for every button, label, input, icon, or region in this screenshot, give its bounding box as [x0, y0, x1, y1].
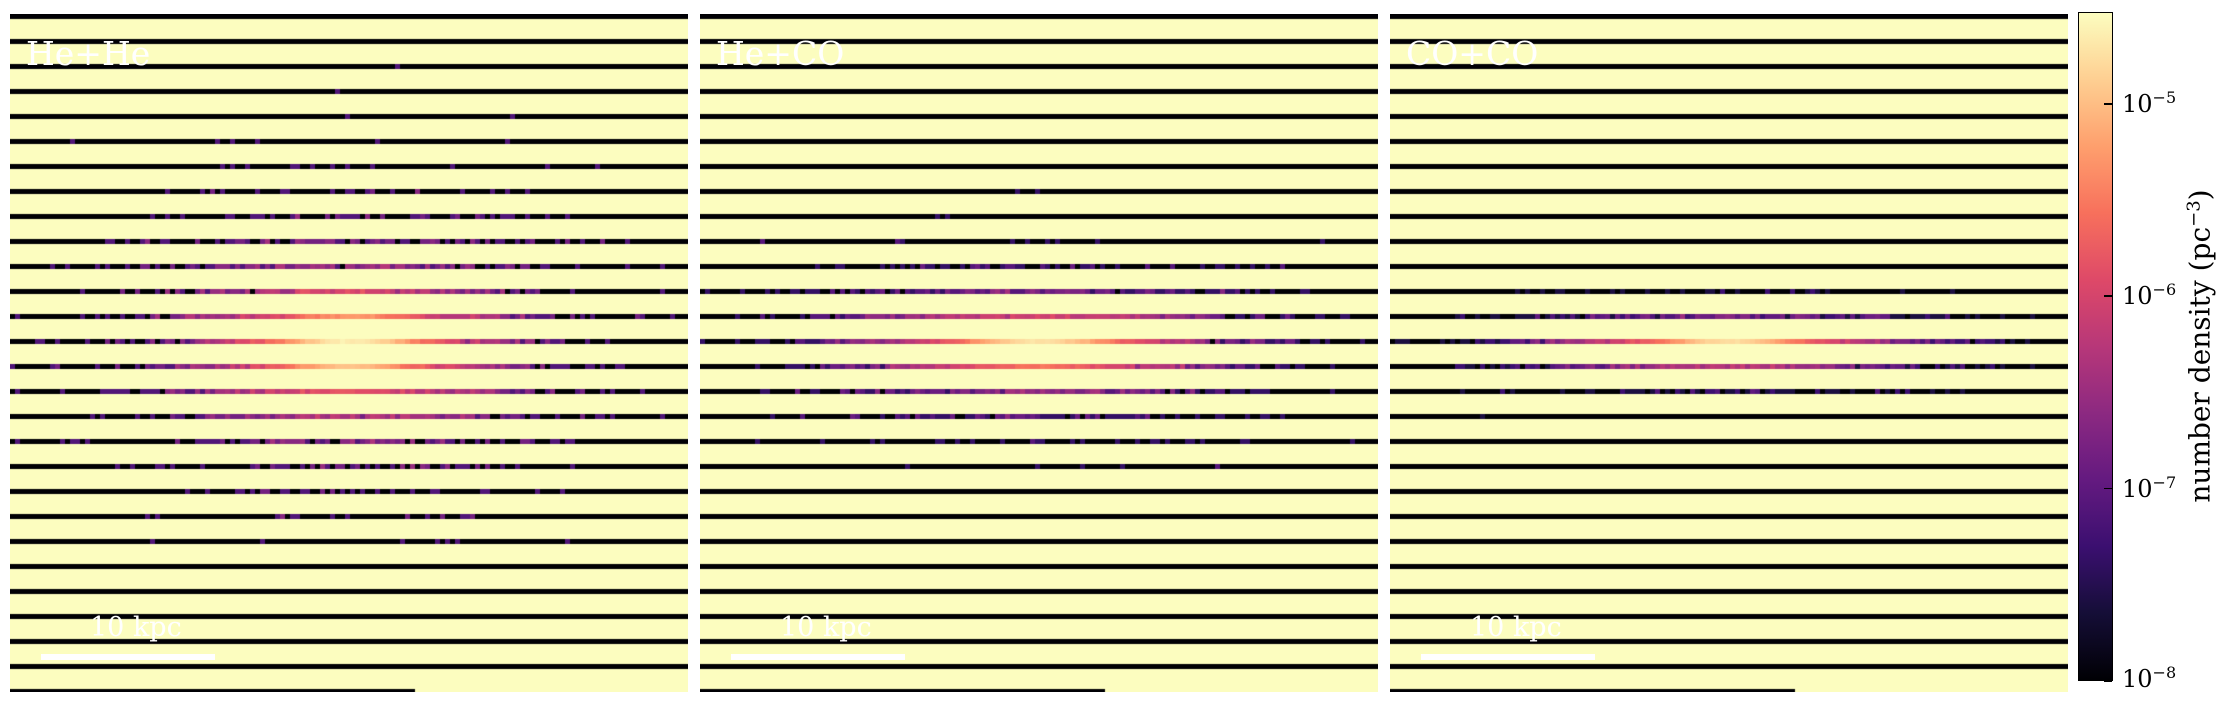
colorbar-tick-label: 10−6 [2122, 280, 2177, 311]
colorbar-tick-label: 10−7 [2122, 472, 2177, 503]
colorbar-tick-label: 10−8 [2122, 663, 2177, 693]
colorbar-tick-mark [2104, 295, 2112, 297]
panel-title: CO+CO [1406, 34, 1539, 73]
density-map-he-he [10, 14, 688, 692]
panel-he-co: He+CO 10 kpc [700, 14, 1378, 692]
scale-bar-label: 10 kpc [1470, 612, 1562, 643]
colorbar-tick-mark [2104, 103, 2112, 105]
scale-bar [731, 654, 905, 660]
panel-co-co: CO+CO 10 kpc [1390, 14, 2068, 692]
colorbar-title: number density (pc−3) [2183, 189, 2217, 503]
density-map-co-co [1390, 14, 2068, 692]
density-map-he-co [700, 14, 1378, 692]
scale-bar [41, 654, 215, 660]
colorbar-tick-label: 10−5 [2122, 87, 2177, 118]
colorbar [2078, 12, 2113, 681]
panel-title: He+CO [716, 34, 845, 73]
scale-bar-label: 10 kpc [780, 612, 872, 643]
panel-title: He+He [26, 34, 151, 73]
scale-bar-label: 10 kpc [90, 612, 182, 643]
panel-he-he: He+He 10 kpc [10, 14, 688, 692]
scale-bar [1421, 654, 1595, 660]
colorbar-tick-mark [2104, 487, 2112, 490]
colorbar-tick-mark [2104, 680, 2112, 682]
